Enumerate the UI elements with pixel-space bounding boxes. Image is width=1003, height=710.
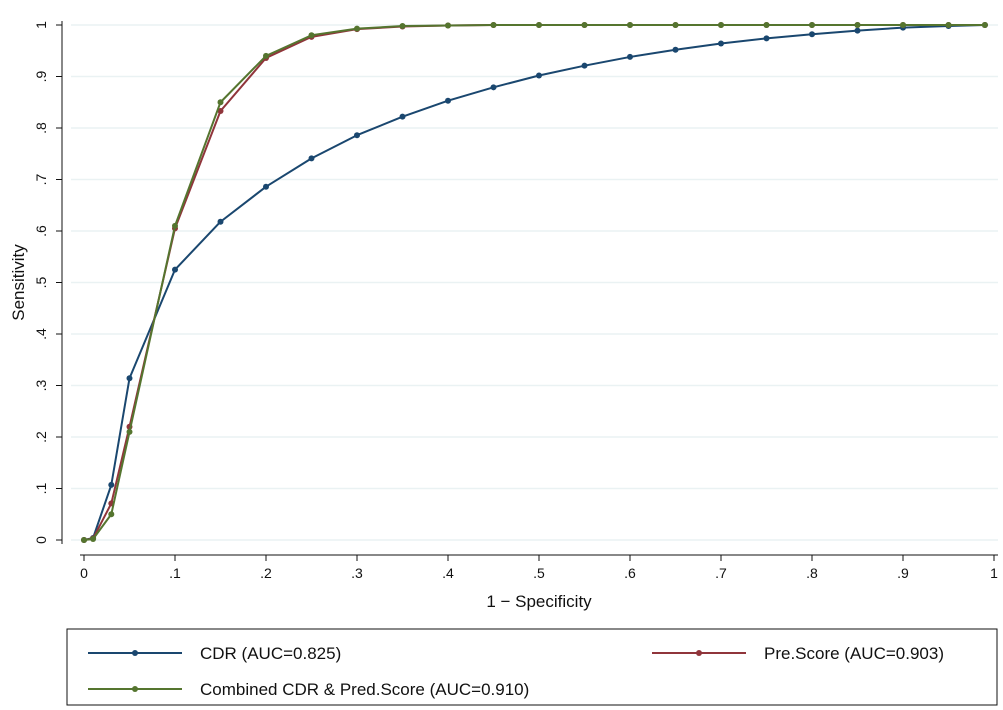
legend-label: Pre.Score (AUC=0.903) [764,644,944,663]
series-3-point [445,22,451,29]
series-1-point [172,266,178,273]
series-3-point [763,22,770,28]
series-1-point [108,481,115,488]
y-tick-label: .5 [33,276,49,288]
series-2-point [217,108,224,115]
legend-swatch-marker [132,650,138,656]
legend: CDR (AUC=0.825) Pre.Score (AUC=0.903) Comb… [66,628,998,706]
x-tick-label: .8 [806,565,818,581]
y-tick-label: 0 [33,536,49,544]
y-tick-label: .4 [33,328,49,340]
y-axis-title: Sensitivity [9,244,28,321]
series-3-point [217,99,224,106]
x-tick-label: .6 [624,565,636,581]
series-3-point [672,22,679,28]
x-tick-label: .1 [169,565,181,581]
series-3-point [718,22,724,28]
series-3-point [581,22,588,28]
series-1-point [217,218,224,225]
y-tick-label: .2 [33,431,49,443]
series-1-point [490,84,497,91]
series-1-point [718,40,724,47]
series-3-point [263,52,269,59]
series-1-point [809,31,815,38]
series-1-point [581,62,588,69]
series-1-point [354,132,360,139]
x-tick-label: .3 [351,565,363,581]
series-1-point [627,53,633,60]
legend-label: Combined CDR & Pred.Score (AUC=0.910) [200,680,529,699]
series-1-point [308,155,315,162]
series-3-point [354,25,360,32]
x-tick-label: 1 [990,565,998,581]
gridlines [71,24,998,541]
y-tick-label: .8 [33,122,49,134]
legend-label: CDR (AUC=0.825) [200,644,341,663]
x-tick-label: .7 [715,565,727,581]
series-3-point [945,22,952,28]
series-1-point [854,27,861,34]
series-3-point [490,22,497,28]
y-tick-label: .1 [33,482,49,494]
x-tick-label: .5 [533,565,545,581]
x-tick-label: .2 [260,565,272,581]
series-1-point [263,183,269,190]
x-tick-label: .4 [442,565,454,581]
series-1-point [536,72,542,79]
y-tick-label: .3 [33,379,49,391]
x-axis-title: 1 − Specificity [486,592,592,611]
x-tick-label: .9 [897,565,909,581]
series-3-point [809,22,815,28]
series-3-point [90,535,97,542]
series-3-point [108,511,115,518]
series-3-point [981,22,988,28]
series-3-point [854,22,861,28]
series-3-point [399,23,406,30]
legend-item-1: CDR (AUC=0.825) [88,644,341,663]
legend-swatch-marker [132,686,138,692]
legend-box [66,628,998,706]
y-tick-label: .7 [33,173,49,185]
series-3-point [126,428,133,435]
series-1-point [672,46,679,53]
legend-item-3: Combined CDR & Pred.Score (AUC=0.910) [88,680,529,699]
series-lines [81,22,988,543]
series-1-point [445,97,451,104]
series-1-point [763,35,770,42]
axes: 0 .1 .2 .3 .4 .5 .6 .7 .8 .9 1 0 .1 .2 .3 .4 .5 .6 .7 .8 .9 1 [33,21,998,581]
series-3-point [81,537,87,543]
series-1-point [126,375,133,382]
legend-item-2: Pre.Score (AUC=0.903) [652,644,944,663]
series-3 [81,22,988,543]
y-tick-label: .9 [33,70,49,82]
series-3-point [627,22,633,28]
series-3-point [536,22,542,28]
series-1-point [399,113,406,120]
x-tick-label: 0 [80,565,88,581]
series-3-point [308,32,315,39]
series-3-point [900,22,906,28]
legend-items: CDR (AUC=0.825) Pre.Score (AUC=0.903) Comb… [88,644,944,699]
series-3-point [172,222,178,229]
y-tick-label: .6 [33,225,49,237]
legend-swatch-marker [696,650,702,656]
y-tick-label: 1 [33,21,49,29]
